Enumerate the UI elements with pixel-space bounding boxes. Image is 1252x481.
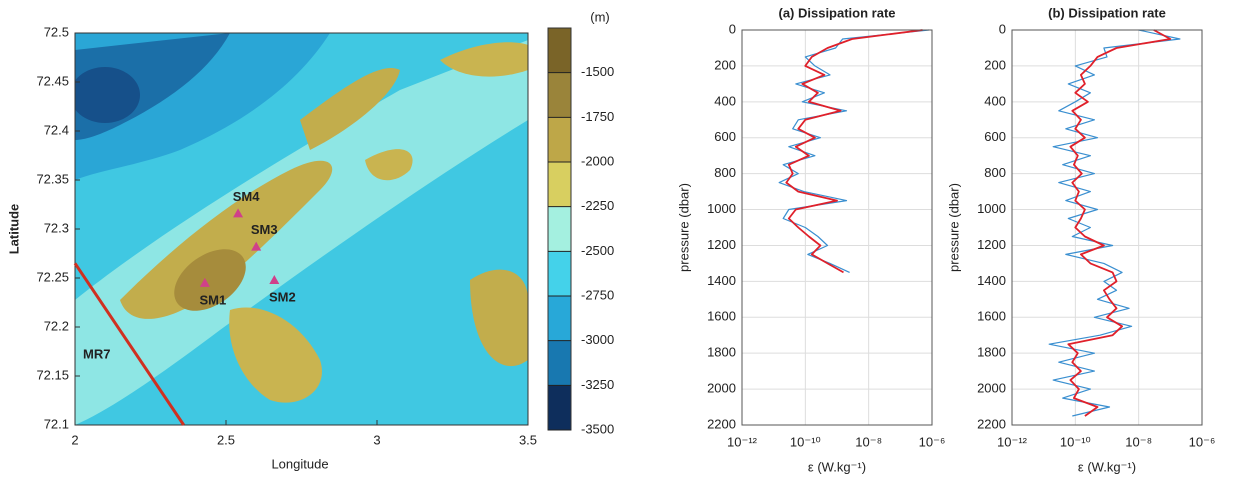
y-tick-label: 1600: [707, 309, 736, 324]
x-tick-label: 10⁻¹⁰: [790, 434, 821, 449]
deep-basin: [75, 67, 140, 123]
y-tick-label: 0: [999, 21, 1006, 36]
ridge-flank: [75, 40, 528, 425]
site-label: SM2: [269, 289, 296, 304]
colorbar-tick-label: -2250: [581, 198, 614, 213]
colorbar-tick-label: -2750: [581, 287, 614, 302]
y-tick-label: 2200: [707, 416, 736, 431]
y-tick-label: 1800: [707, 345, 736, 360]
colorbar-tick-label: -3500: [581, 421, 614, 436]
x-tick-label: 2: [71, 432, 78, 447]
ridge: [440, 42, 528, 77]
y-tick-label: 72.4: [44, 122, 69, 137]
colorbar-tick-label: -1750: [581, 109, 614, 124]
bathymetry-map: [75, 33, 528, 425]
colorbar-tick-label: -1500: [581, 64, 614, 79]
colorbar-label: (m): [590, 9, 610, 24]
y-tick-label: 1800: [977, 345, 1006, 360]
site-marker: [233, 208, 244, 218]
y-tick-label: 1200: [707, 237, 736, 252]
x-tick-label: 2.5: [217, 432, 235, 447]
y-tick-label: 72.45: [36, 73, 69, 88]
colorbar-tick-label: -3000: [581, 332, 614, 347]
x-tick-label: 10⁻⁸: [855, 434, 882, 449]
seamount: [174, 249, 246, 311]
chart-title: (a) Dissipation rate: [778, 5, 895, 20]
y-tick-label: 400: [984, 93, 1006, 108]
y-tick-label: 600: [984, 129, 1006, 144]
site-label: SM4: [233, 189, 261, 204]
profile-line: [785, 29, 923, 274]
ridge: [300, 68, 400, 150]
y-tick-label: 1200: [977, 237, 1006, 252]
x-axis-label: ε (W.kg⁻¹): [808, 459, 866, 474]
colorbar-tick-label: -2500: [581, 243, 614, 258]
site-label: SM1: [199, 292, 226, 307]
ridge: [229, 307, 322, 403]
site-label: SM3: [251, 222, 278, 237]
x-tick-label: 10⁻¹⁰: [1060, 434, 1091, 449]
y-tick-label: 1600: [977, 309, 1006, 324]
x-axis-label: ε (W.kg⁻¹): [1078, 459, 1136, 474]
y-tick-label: 1000: [977, 201, 1006, 216]
y-axis-label: pressure (dbar): [946, 183, 961, 272]
colorbar-segment: [548, 340, 571, 386]
y-tick-label: 0: [729, 21, 736, 36]
x-tick-label: 3.5: [519, 432, 537, 447]
y-tick-label: 72.5: [44, 24, 69, 39]
y-tick-label: 2000: [707, 381, 736, 396]
y-tick-label: 72.2: [44, 318, 69, 333]
colorbar-segment: [548, 117, 571, 163]
y-tick-label: 72.3: [44, 220, 69, 235]
chart-title: (b) Dissipation rate: [1048, 5, 1166, 20]
y-tick-label: 1400: [977, 273, 1006, 288]
site-marker: [251, 241, 262, 251]
y-tick-label: 1000: [707, 201, 736, 216]
plot-frame: [741, 29, 933, 426]
x-tick-label: 3: [373, 432, 380, 447]
y-tick-label: 72.25: [36, 269, 69, 284]
colorbar-segment: [548, 385, 571, 431]
y-tick-label: 2000: [977, 381, 1006, 396]
x-tick-label: 10⁻⁶: [1189, 434, 1216, 449]
y-tick-label: 2200: [977, 416, 1006, 431]
y-tick-label: 600: [714, 129, 736, 144]
track-line: [73, 262, 185, 426]
profile-line: [1048, 29, 1181, 417]
profile-line: [1067, 29, 1172, 417]
y-tick-label: 72.1: [44, 416, 69, 431]
y-tick-label: 200: [714, 57, 736, 72]
site-marker: [269, 274, 280, 284]
colorbar-segment: [548, 28, 571, 74]
colorbar-segment: [548, 206, 571, 252]
site-marker: [199, 277, 210, 287]
ridge: [120, 160, 333, 319]
colorbar-tick-label: -3250: [581, 377, 614, 392]
ridge: [470, 269, 528, 367]
y-tick-label: 72.35: [36, 171, 69, 186]
x-tick-label: 10⁻⁶: [919, 434, 946, 449]
y-tick-label: 200: [984, 57, 1006, 72]
x-tick-label: 10⁻¹²: [997, 434, 1028, 449]
y-axis-label: pressure (dbar): [676, 183, 691, 272]
y-tick-label: 1400: [707, 273, 736, 288]
plot-frame: [1011, 29, 1203, 426]
colorbar-tick-label: -2000: [581, 153, 614, 168]
x-tick-label: 10⁻⁸: [1125, 434, 1152, 449]
x-axis-label: Longitude: [271, 456, 328, 471]
y-tick-label: 800: [984, 165, 1006, 180]
y-tick-label: 800: [714, 165, 736, 180]
ridge: [365, 149, 413, 181]
colorbar-segment: [548, 162, 571, 208]
y-tick-label: 400: [714, 93, 736, 108]
colorbar-segment: [548, 251, 571, 297]
x-tick-label: 10⁻¹²: [727, 434, 758, 449]
y-axis-label: Latitude: [6, 204, 21, 255]
colorbar-segment: [548, 296, 571, 342]
track-label: MR7: [83, 347, 110, 362]
colorbar-segment: [548, 72, 571, 118]
y-tick-label: 72.15: [36, 367, 69, 382]
